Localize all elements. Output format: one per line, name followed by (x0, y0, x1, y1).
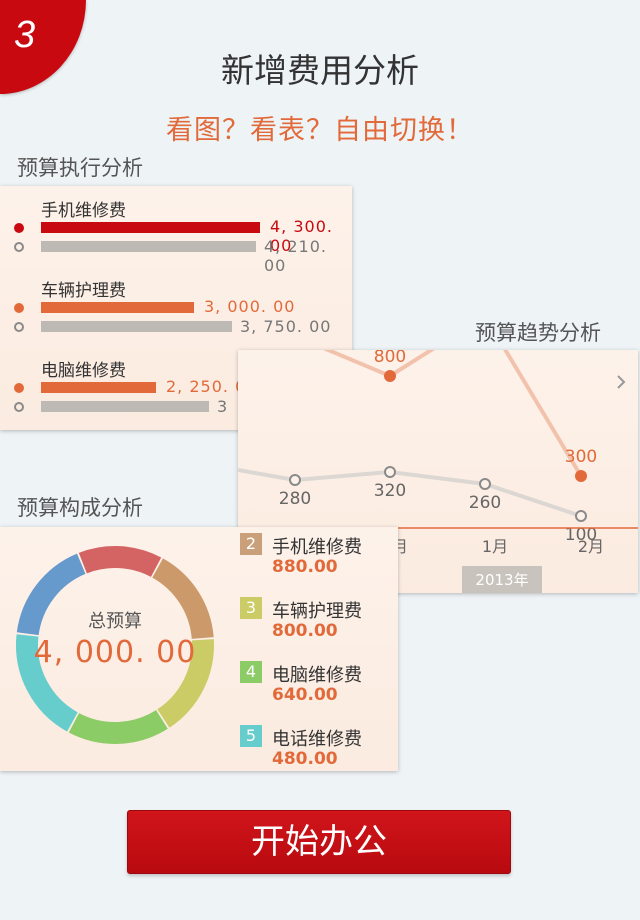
data-label: 800 (374, 350, 406, 367)
legend-index-badge: 3 (240, 597, 262, 619)
budget-value: 4, 300. 00 (270, 217, 333, 255)
donut-center-title: 总预算 (88, 611, 142, 632)
actual-bar (41, 241, 256, 252)
exec-item-name: 手机维修费 (41, 201, 126, 221)
data-label: 100 (565, 525, 597, 545)
legend-name: 电脑维修费 (272, 665, 362, 686)
legend-index-badge: 4 (240, 661, 262, 683)
data-label: 320 (374, 481, 406, 501)
x-tick-label: 2月 (578, 537, 604, 556)
donut-segment (68, 709, 168, 744)
donut-segment (151, 558, 214, 640)
legend-name: 电话维修费 (272, 729, 362, 750)
legend-value: 480.00 (272, 749, 338, 769)
budget-execution-label: 预算执行分析 (17, 156, 143, 180)
donut-total-value: 4, 000. 00 (33, 635, 197, 670)
budget-bar (41, 382, 156, 393)
page-subtitle: 看图？看表？自由切换！ (166, 115, 474, 146)
donut-chart (16, 546, 214, 744)
data-point (575, 470, 587, 482)
legend-value: 800.00 (272, 621, 338, 641)
trend-chart: 1,0008001,100300280320260100月月1月2月 2013年 (238, 350, 638, 593)
legend-value: 640.00 (272, 685, 338, 705)
actual-value: 4, 210. 00 (264, 237, 327, 275)
start-office-button[interactable]: 开始办公 (127, 810, 511, 874)
legend-index-badge: 5 (240, 725, 262, 747)
budget-dot-icon (14, 383, 24, 393)
exec-item-name: 电脑维修费 (41, 361, 126, 381)
actual-bar (41, 401, 209, 412)
data-label: 300 (565, 447, 597, 467)
series-line-segment (238, 468, 296, 482)
budget-trend-label: 预算趋势分析 (475, 321, 601, 345)
year-badge (462, 566, 542, 593)
budget-dot-icon (14, 223, 24, 233)
data-point (289, 474, 301, 486)
budget-bar (41, 302, 194, 313)
legend-index-badge: 2 (240, 533, 262, 555)
budget-dot-icon (14, 303, 24, 313)
year-label: 2013年 (475, 571, 528, 589)
legend-name: 手机维修费 (272, 537, 362, 558)
budget-bar (41, 222, 260, 233)
actual-bar (41, 321, 232, 332)
data-point (575, 510, 587, 522)
exec-item-name: 车辆护理费 (41, 281, 126, 301)
donut-segment (16, 634, 79, 732)
budget-value: 2, 250. 00 (166, 377, 258, 396)
chevron-right-icon[interactable] (617, 375, 626, 389)
data-point (384, 466, 396, 478)
donut-segment (157, 639, 214, 728)
actual-value: 3, 750. 00 (240, 317, 332, 336)
legend-value: 880.00 (272, 557, 338, 577)
actual-dot-icon (14, 402, 24, 412)
data-label: 280 (279, 489, 311, 509)
budget-execution-card[interactable]: 手机维修费 4, 300. 00 4, 210. 00 车辆护理费 3, 000… (0, 186, 352, 430)
data-point (384, 370, 396, 382)
x-tick-label: 1月 (482, 537, 508, 556)
budget-composition-card[interactable]: 总预算 4, 000. 00 2 手机维修费 880.00 3 车辆护理费 80… (0, 527, 398, 771)
donut-segment (16, 553, 86, 636)
actual-value: 3 (217, 397, 229, 416)
budget-value: 3, 000. 00 (204, 297, 296, 316)
actual-dot-icon (14, 242, 24, 252)
page-title: 新增费用分析 (221, 51, 419, 90)
data-point (479, 478, 491, 490)
step-badge: 3 (0, 0, 86, 94)
step-number: 3 (14, 14, 36, 56)
data-label: 260 (469, 493, 501, 513)
series-line (323, 350, 583, 478)
actual-dot-icon (14, 322, 24, 332)
donut-segment (78, 546, 162, 578)
legend-name: 车辆护理费 (272, 601, 362, 622)
series-line (294, 469, 582, 518)
budget-composition-label: 预算构成分析 (17, 496, 143, 520)
